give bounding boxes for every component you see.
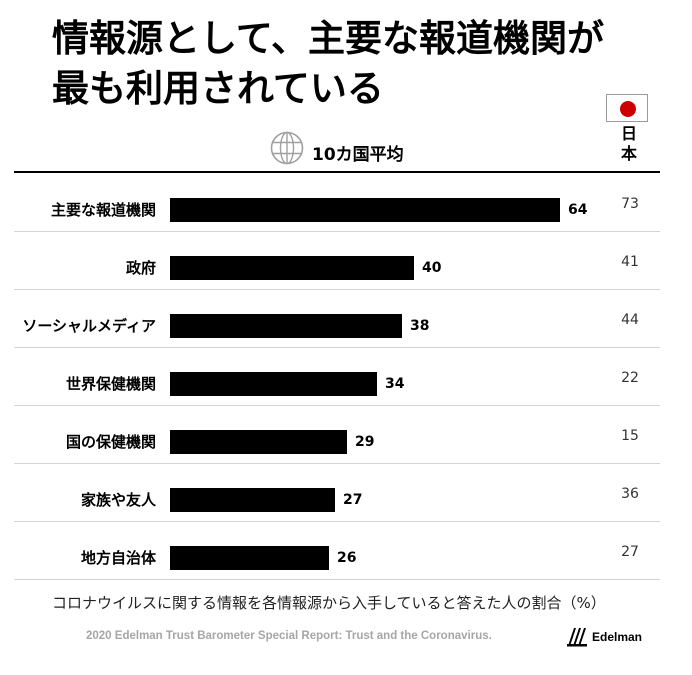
global-average-label: 10カ国平均 (312, 145, 404, 165)
bar-value-label: 38 (410, 318, 430, 334)
category-label: 政府 (125, 259, 156, 277)
bar-value-label: 27 (343, 492, 363, 508)
japan-value-label: 41 (621, 254, 639, 270)
bar-value-label: 29 (355, 434, 375, 450)
bar (170, 256, 414, 280)
brand-name: Edelman (592, 630, 643, 644)
title-line-2: 最も利用されている (52, 67, 384, 110)
japan-value-label: 15 (621, 428, 639, 444)
japan-value-label: 73 (621, 196, 639, 212)
bar-value-label: 40 (422, 260, 442, 276)
bar (170, 198, 560, 222)
bar-value-label: 26 (337, 550, 357, 566)
title-line-1: 情報源として、主要な報道機関が (52, 17, 605, 60)
row-separator (14, 579, 660, 580)
category-label: 国の保健機関 (65, 433, 156, 451)
row-separator (14, 405, 660, 406)
row-separator (14, 521, 660, 522)
bar (170, 546, 329, 570)
japan-flag-icon (606, 94, 648, 122)
row-separator (14, 347, 660, 348)
row-separator (14, 231, 660, 232)
japan-column-label: 日本 (620, 124, 637, 163)
globe-icon (270, 131, 304, 165)
category-label: 家族や友人 (80, 491, 156, 509)
row-separator (14, 289, 660, 290)
source-note: 2020 Edelman Trust Barometer Special Rep… (86, 630, 492, 642)
bar (170, 372, 377, 396)
header-rule (14, 171, 660, 173)
japan-value-label: 27 (621, 544, 639, 560)
category-label: 地方自治体 (80, 549, 156, 567)
japan-value-label: 44 (621, 312, 639, 328)
category-label: 主要な報道機関 (50, 201, 156, 219)
japan-value-label: 22 (621, 370, 639, 386)
row-separator (14, 463, 660, 464)
category-label: ソーシャルメディア (22, 317, 156, 335)
bar-value-label: 34 (385, 376, 405, 392)
bar (170, 430, 347, 454)
bar-value-label: 64 (568, 202, 588, 218)
bar (170, 314, 402, 338)
chart-title: 情報源として、主要な報道機関が 最も利用されている (52, 14, 652, 114)
category-label: 世界保健機関 (65, 375, 156, 393)
chart-caption: コロナウイルスに関する情報を各情報源から入手していると答えた人の割合（%） (52, 594, 606, 612)
japan-value-label: 36 (621, 486, 639, 502)
bar (170, 488, 335, 512)
edelman-logo-icon (567, 628, 587, 647)
